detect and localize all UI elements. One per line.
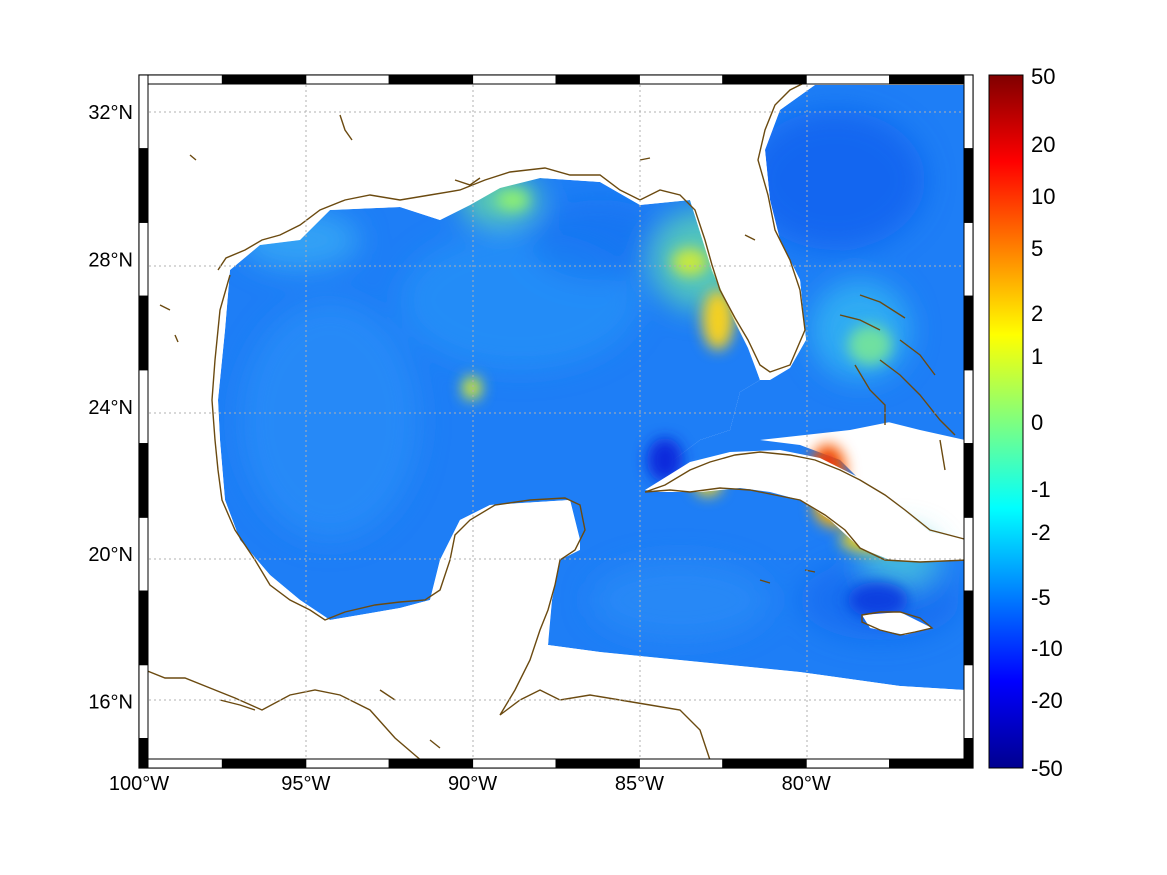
frame-segment bbox=[638, 758, 724, 769]
colorbar-tick-label: -1 bbox=[1031, 477, 1051, 502]
map-frame bbox=[138, 74, 974, 769]
x-tick-label: 100°W bbox=[109, 773, 169, 795]
frame-segment bbox=[805, 74, 891, 85]
coastline-jamaica bbox=[861, 611, 934, 636]
colorbar-tick-label: 2 bbox=[1031, 301, 1043, 326]
hotspot-florida-west bbox=[702, 290, 734, 350]
frame-segment bbox=[963, 664, 974, 740]
land-cuba bbox=[645, 450, 968, 562]
frame-segment bbox=[889, 758, 974, 769]
frame-segment bbox=[555, 74, 640, 85]
colorbar-tick-label: -5 bbox=[1031, 585, 1051, 610]
colorbar-tick-label: 0 bbox=[1031, 410, 1043, 435]
frame-segment bbox=[555, 758, 640, 769]
colorbar-tick-label: 5 bbox=[1031, 236, 1043, 261]
frame-segment bbox=[138, 664, 149, 740]
frame-segment bbox=[138, 221, 149, 297]
hotspot-jamaica bbox=[848, 582, 908, 618]
y-tick-label: 24°N bbox=[88, 397, 133, 419]
colorbar-tick-label: -20 bbox=[1031, 688, 1063, 713]
frame-segment bbox=[722, 758, 807, 769]
colorbar-gradient bbox=[988, 74, 1024, 769]
frame-segment bbox=[138, 516, 149, 592]
frame-segment bbox=[963, 148, 974, 223]
colorbar-tick-label: -10 bbox=[1031, 636, 1063, 661]
colorbar-tick-label: 10 bbox=[1031, 184, 1055, 209]
frame-segment bbox=[138, 758, 223, 769]
coastline-us-gulf bbox=[139, 75, 821, 768]
y-tick-label: 20°N bbox=[88, 544, 133, 566]
frame-segment bbox=[472, 758, 557, 769]
frame-segment bbox=[138, 443, 149, 518]
frame-segment bbox=[138, 74, 223, 85]
frame-segment bbox=[138, 738, 149, 769]
frame-segment bbox=[305, 74, 390, 85]
frame-segment bbox=[138, 295, 149, 371]
x-tick-label: 90°W bbox=[448, 773, 497, 795]
frame-segment bbox=[963, 590, 974, 666]
frame-segment bbox=[805, 758, 891, 769]
x-tick-label: 85°W bbox=[615, 773, 664, 795]
grid bbox=[139, 75, 973, 768]
frame-segment bbox=[963, 295, 974, 371]
y-tick-labels: 32°N 28°N 24°N 20°N 16°N bbox=[88, 102, 133, 714]
map-plot bbox=[139, 75, 973, 768]
y-tick-label: 28°N bbox=[88, 249, 133, 271]
hotspot-central-gulf bbox=[462, 376, 482, 400]
hotspot-florida-bend bbox=[672, 248, 708, 276]
colorbar-tick-label: -2 bbox=[1031, 520, 1051, 545]
x-tick-labels: 100°W 95°W 90°W 85°W 80°W bbox=[109, 773, 831, 795]
hotspot-bahamas bbox=[848, 325, 892, 365]
hotspot-yucatan-channel bbox=[647, 438, 683, 482]
colorbar-tick-label: 1 bbox=[1031, 344, 1043, 369]
frame-segment bbox=[138, 148, 149, 223]
coastline-mexico bbox=[211, 274, 711, 761]
frame-segment bbox=[963, 516, 974, 592]
coastline-cuba bbox=[644, 451, 969, 563]
frame-segment bbox=[963, 738, 974, 769]
frame-segment bbox=[138, 590, 149, 666]
colorbar-tick-label: 20 bbox=[1031, 132, 1055, 157]
land-florida bbox=[740, 150, 806, 380]
frame-segment bbox=[963, 74, 974, 150]
frame-segment bbox=[138, 74, 149, 150]
frame-segment bbox=[472, 74, 557, 85]
frame-segment bbox=[388, 74, 474, 85]
hotspot-mississippi bbox=[497, 190, 529, 210]
frame-segment bbox=[305, 758, 390, 769]
coastline-bahamas bbox=[839, 294, 969, 471]
colorbar-tick-label: -50 bbox=[1031, 756, 1063, 781]
frame-segment bbox=[388, 758, 474, 769]
frame-segment bbox=[138, 369, 149, 445]
frame-segment bbox=[638, 74, 724, 85]
colorbar-tick-label: 50 bbox=[1031, 64, 1055, 89]
frame-segment bbox=[963, 369, 974, 445]
x-tick-label: 80°W bbox=[782, 773, 831, 795]
frame-segment bbox=[722, 74, 807, 85]
y-tick-label: 16°N bbox=[88, 692, 133, 714]
frame-segment bbox=[963, 221, 974, 297]
y-tick-label: 32°N bbox=[88, 102, 133, 124]
frame-segment bbox=[963, 443, 974, 518]
x-tick-label: 95°W bbox=[281, 773, 330, 795]
frame-segment bbox=[889, 74, 974, 85]
frame-segment bbox=[221, 758, 307, 769]
frame-segment bbox=[221, 74, 307, 85]
